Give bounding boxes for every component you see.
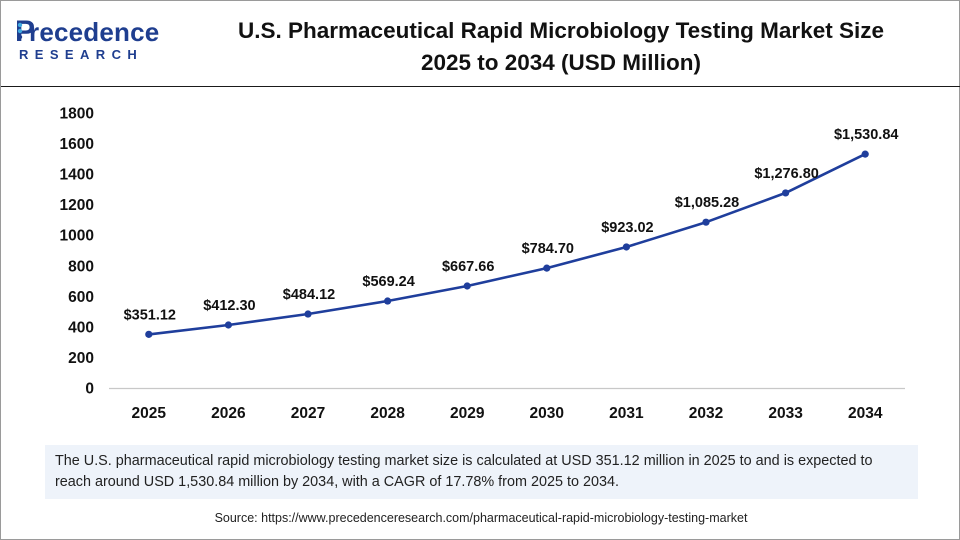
data-point — [543, 264, 551, 272]
y-tick-label: 400 — [68, 319, 94, 336]
y-tick-label: 0 — [85, 381, 94, 398]
data-label: $569.24 — [362, 274, 414, 290]
series-market-size — [145, 150, 869, 338]
y-tick-label: 600 — [68, 289, 94, 306]
x-tick-label: 2032 — [689, 405, 723, 422]
x-tick-label: 2025 — [132, 405, 167, 422]
y-tick-label: 200 — [68, 350, 94, 367]
x-tick-label: 2027 — [291, 405, 325, 422]
x-tick-label: 2034 — [848, 405, 883, 422]
data-labels: $351.12 $412.30 $484.12 $569.24 $667.66 $784.… — [124, 127, 899, 323]
x-tick-label: 2033 — [768, 405, 803, 422]
x-tick-label: 2031 — [609, 405, 644, 422]
y-tick-label: 1000 — [60, 228, 94, 245]
data-label: $1,276.80 — [754, 166, 819, 182]
data-point — [384, 297, 392, 305]
data-label: $923.02 — [601, 220, 653, 236]
data-point — [145, 330, 153, 338]
x-tick-label: 2030 — [530, 405, 564, 422]
source-note: Source: https://www.precedenceresearch.c… — [214, 511, 748, 525]
precedence-research-logo: P recedence RESEARCH — [15, 17, 175, 69]
header: P recedence RESEARCH U.S. Pharmaceutical… — [1, 1, 960, 87]
data-point — [702, 218, 710, 226]
data-label: $784.70 — [522, 241, 574, 257]
y-tick-label: 1600 — [60, 136, 94, 153]
description-box: The U.S. pharmaceutical rapid microbiolo… — [45, 445, 918, 499]
chart-title-line1: U.S. Pharmaceutical Rapid Microbiology T… — [238, 18, 884, 43]
y-tick-label: 1200 — [60, 197, 94, 214]
x-tick-label: 2028 — [370, 405, 405, 422]
x-tick-label: 2026 — [211, 405, 246, 422]
chart-title: U.S. Pharmaceutical Rapid Microbiology T… — [191, 15, 931, 79]
chart-title-line2: 2025 to 2034 (USD Million) — [420, 50, 702, 75]
x-axis: 2025 2026 2027 2028 2029 2030 2031 2032 2033 2034 — [109, 387, 905, 422]
data-point — [622, 243, 631, 251]
logo-dots-icon — [17, 22, 23, 40]
data-point — [861, 150, 869, 158]
x-tick-label: 2029 — [450, 405, 485, 422]
y-axis: 0 200 400 600 800 1000 1200 1400 1600 1800 — [60, 106, 94, 398]
data-point — [224, 321, 232, 329]
data-label: $1,085.28 — [675, 195, 740, 211]
logo-subtitle: RESEARCH — [19, 47, 144, 62]
data-label: $667.66 — [442, 259, 494, 275]
data-point — [782, 189, 790, 197]
data-label: $484.12 — [283, 287, 335, 303]
description-text: The U.S. pharmaceutical rapid microbiolo… — [55, 453, 873, 490]
data-label: $351.12 — [124, 307, 176, 323]
logo-wordmark: recedence — [29, 17, 160, 47]
y-tick-label: 1800 — [60, 106, 94, 123]
y-tick-label: 800 — [68, 258, 94, 275]
data-point — [463, 282, 471, 290]
series-line — [147, 152, 867, 336]
data-point — [304, 310, 312, 318]
data-label: $412.30 — [203, 298, 255, 314]
y-tick-label: 1400 — [60, 167, 94, 184]
data-label: $1,530.84 — [834, 127, 899, 143]
